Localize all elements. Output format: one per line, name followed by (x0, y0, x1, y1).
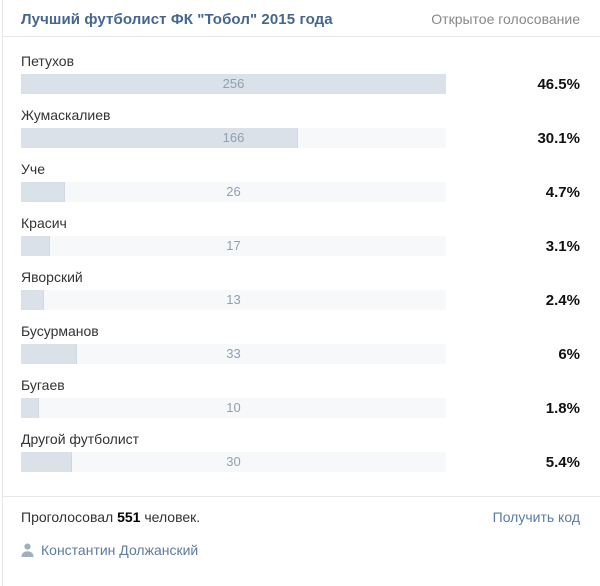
poll-author-row: Константин Должанский (3, 525, 600, 558)
votes-count-number: 551 (117, 509, 141, 525)
vote-count: 26 (226, 184, 241, 199)
option-percent: 1.8% (545, 399, 580, 417)
vote-bar-fill (21, 74, 446, 94)
vote-bar: 13 (21, 290, 446, 310)
option-label: Другой футболист (21, 431, 140, 447)
poll-footer: Проголосовал 551 человек. Получить код (3, 496, 600, 525)
vote-bar-fill (21, 182, 66, 202)
votes-prefix: Проголосовал (21, 509, 118, 525)
option-percent: 6% (558, 345, 580, 363)
option-percent: 46.5% (537, 75, 580, 93)
poll-header: Лучший футболист ФК "Тобол" 2015 года От… (3, 0, 600, 37)
option-label: Яворский (21, 269, 83, 285)
vote-count: 30 (226, 454, 241, 469)
option-label: Петухов (21, 53, 75, 69)
poll-option[interactable]: Петухов 256 46.5% (21, 52, 580, 94)
vote-bar: 26 (21, 182, 446, 202)
poll-type-label: Открытое голосование (431, 11, 580, 27)
vote-bar: 166 (21, 128, 446, 148)
vote-bar-fill (21, 236, 51, 256)
vote-bar: 17 (21, 236, 446, 256)
option-label: Жумаскалиев (21, 107, 111, 123)
vote-bar-fill (21, 290, 44, 310)
poll-option[interactable]: Яворский 13 2.4% (21, 268, 580, 310)
total-votes-text: Проголосовал 551 человек. (21, 509, 200, 525)
votes-suffix: человек. (140, 509, 201, 525)
poll-option[interactable]: Бусурманов 33 6% (21, 322, 580, 364)
vote-bar: 30 (21, 452, 446, 472)
option-percent: 3.1% (545, 237, 580, 255)
option-percent: 5.4% (545, 453, 580, 471)
vote-bar: 10 (21, 398, 446, 418)
person-icon (21, 543, 34, 557)
vote-bar-fill (21, 344, 77, 364)
vote-bar-fill (21, 452, 72, 472)
vote-bar: 256 (21, 74, 446, 94)
option-percent: 30.1% (537, 129, 580, 147)
poll-option[interactable]: Бугаев 10 1.8% (21, 376, 580, 418)
vote-count: 256 (222, 76, 245, 91)
vote-count: 17 (226, 238, 241, 253)
option-percent: 4.7% (545, 183, 580, 201)
option-label: Бусурманов (21, 323, 99, 339)
get-code-link[interactable]: Получить код (492, 509, 580, 525)
author-link[interactable]: Константин Должанский (41, 542, 199, 558)
vote-count: 33 (226, 346, 241, 361)
poll-title: Лучший футболист ФК "Тобол" 2015 года (21, 11, 333, 28)
vote-count: 10 (226, 400, 241, 415)
option-percent: 2.4% (545, 291, 580, 309)
poll-option[interactable]: Уче 26 4.7% (21, 160, 580, 202)
poll-options-list: Петухов 256 46.5% Жумаскалиев 166 30.1% … (3, 37, 600, 472)
vote-bar-fill (21, 398, 39, 418)
vote-bar: 33 (21, 344, 446, 364)
vote-count: 166 (222, 130, 245, 145)
option-label: Уче (21, 161, 45, 177)
poll-option[interactable]: Жумаскалиев 166 30.1% (21, 106, 580, 148)
option-label: Бугаев (21, 377, 65, 393)
option-label: Красич (21, 215, 67, 231)
poll-option[interactable]: Другой футболист 30 5.4% (21, 430, 580, 472)
vote-count: 13 (226, 292, 241, 307)
vote-bar-fill (21, 128, 298, 148)
poll-option[interactable]: Красич 17 3.1% (21, 214, 580, 256)
